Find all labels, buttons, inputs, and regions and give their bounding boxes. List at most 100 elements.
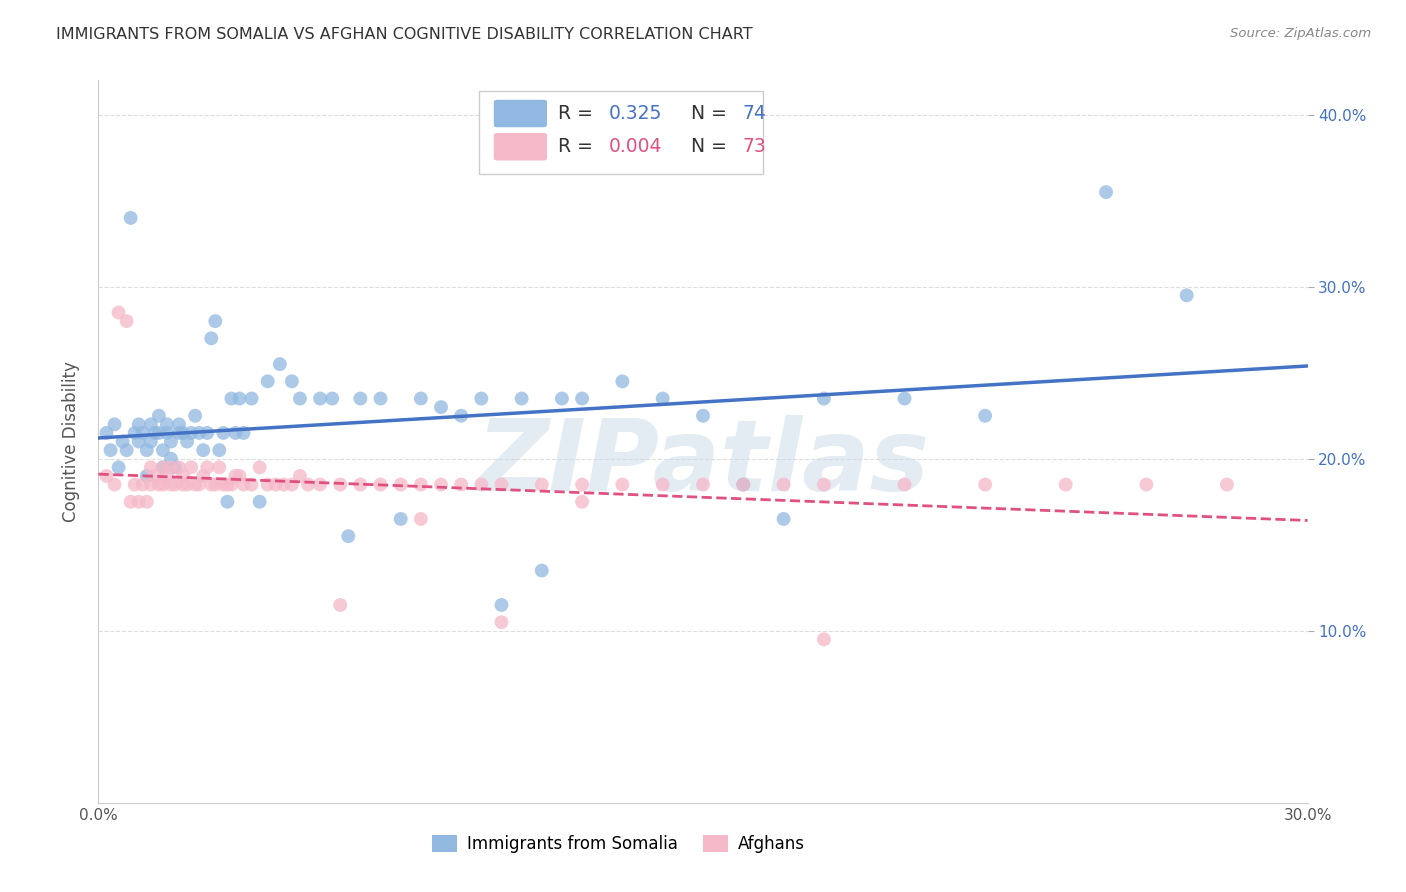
Text: 0.325: 0.325 (609, 104, 662, 123)
Point (288, 469, 311, 483)
Point (612, 375, 634, 389)
Point (160, 460, 183, 475)
Point (124, 425, 146, 440)
Point (160, 434, 183, 449)
Point (692, 477, 714, 491)
Point (217, 477, 239, 491)
Point (135, 443, 157, 458)
Point (813, 632, 835, 647)
Point (200, 477, 222, 491)
Point (1216, 477, 1239, 491)
Point (96, 469, 118, 483)
Point (389, 512, 412, 526)
Point (349, 477, 371, 491)
Point (152, 443, 174, 458)
Point (143, 425, 166, 440)
Point (124, 477, 146, 491)
Point (152, 460, 174, 475)
Point (204, 314, 226, 328)
Text: IMMIGRANTS FROM SOMALIA VS AFGHAN COGNITIVE DISABILITY CORRELATION CHART: IMMIGRANTS FROM SOMALIA VS AFGHAN COGNIT… (56, 27, 752, 42)
Point (232, 425, 254, 440)
FancyBboxPatch shape (494, 133, 547, 161)
Point (530, 477, 553, 491)
Point (204, 477, 226, 491)
Point (208, 443, 231, 458)
Point (813, 477, 835, 491)
Point (1095, 185, 1118, 199)
Point (160, 451, 183, 466)
Point (156, 425, 179, 440)
Point (370, 477, 392, 491)
Point (1175, 288, 1198, 302)
Point (212, 425, 235, 440)
Point (193, 469, 215, 483)
Point (651, 392, 673, 406)
Point (321, 392, 343, 406)
Point (389, 477, 412, 491)
Point (208, 460, 231, 475)
Text: ZIPatlas: ZIPatlas (477, 415, 929, 512)
Point (974, 477, 997, 491)
Point (510, 392, 533, 406)
Point (172, 425, 194, 440)
Point (733, 477, 755, 491)
Point (772, 512, 794, 526)
Point (281, 477, 304, 491)
Text: R =: R = (558, 137, 599, 156)
Point (172, 477, 194, 491)
Point (132, 425, 155, 440)
Point (180, 460, 202, 475)
Point (148, 425, 170, 440)
Point (152, 477, 174, 491)
Point (232, 477, 254, 491)
Point (152, 460, 174, 475)
Point (176, 434, 198, 449)
Point (249, 494, 271, 508)
Point (184, 477, 207, 491)
Point (188, 477, 211, 491)
Point (221, 392, 243, 406)
Point (148, 477, 170, 491)
Point (120, 211, 142, 225)
Point (297, 477, 319, 491)
Point (139, 460, 162, 475)
Point (309, 477, 332, 491)
Point (228, 469, 250, 483)
Point (470, 392, 492, 406)
Point (813, 392, 835, 406)
Point (128, 434, 150, 449)
Point (491, 477, 513, 491)
Point (249, 460, 271, 475)
FancyBboxPatch shape (494, 100, 547, 128)
Point (240, 477, 263, 491)
Text: N =: N = (679, 137, 733, 156)
Point (217, 494, 239, 508)
Point (612, 477, 634, 491)
Point (974, 409, 997, 423)
Point (491, 598, 513, 612)
Point (180, 425, 202, 440)
Point (530, 564, 553, 578)
Y-axis label: Cognitive Disability: Cognitive Disability (62, 361, 80, 522)
Point (571, 477, 593, 491)
Text: 74: 74 (742, 104, 766, 123)
Point (212, 477, 235, 491)
Point (135, 469, 157, 483)
Point (893, 392, 915, 406)
Point (188, 425, 211, 440)
Point (651, 477, 673, 491)
Point (692, 409, 714, 423)
Point (139, 477, 162, 491)
Point (148, 409, 170, 423)
Point (143, 469, 166, 483)
Point (256, 477, 278, 491)
Point (128, 494, 150, 508)
Point (163, 477, 186, 491)
Text: 73: 73 (742, 137, 766, 156)
Point (115, 443, 138, 458)
Point (551, 392, 574, 406)
Point (772, 477, 794, 491)
Point (132, 477, 155, 491)
Point (224, 425, 246, 440)
Point (1054, 477, 1077, 491)
